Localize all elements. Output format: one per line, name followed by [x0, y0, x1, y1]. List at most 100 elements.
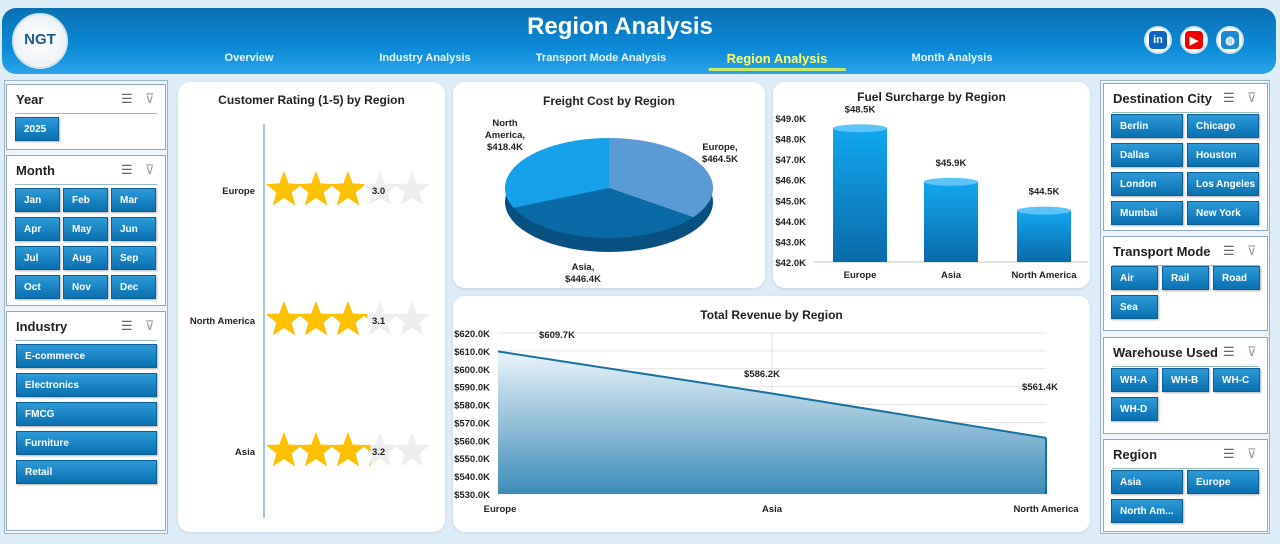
slicer-region: Region ☰ ⊽ Asia Europe North Am... [1103, 439, 1268, 532]
slicer-item[interactable]: Mumbai [1111, 201, 1183, 225]
slicer-item[interactable]: 2025 [15, 117, 59, 141]
star-filled [361, 184, 364, 186]
clear-filter-icon[interactable]: ⊽ [1247, 446, 1257, 461]
divider [15, 184, 157, 185]
y-tick-label: $570.0K [454, 418, 490, 429]
y-tick-label: $49.0K [775, 114, 806, 125]
tab-transport-mode-analysis[interactable]: Transport Mode Analysis [535, 52, 667, 64]
star-filled [297, 171, 335, 206]
slicer-item[interactable]: WH-D [1111, 397, 1158, 421]
slicer-item[interactable]: May [63, 217, 108, 241]
slicer-item[interactable]: Road [1213, 266, 1260, 290]
divider [1112, 112, 1259, 113]
y-tick-label: $48.0K [775, 135, 806, 146]
tab-overview[interactable]: Overview [224, 52, 274, 64]
slicer-item[interactable]: Oct [15, 275, 60, 299]
slicer-title: Transport Mode [1113, 244, 1211, 259]
youtube-button[interactable]: ▶ [1180, 26, 1208, 54]
slicer-destination-city: Destination City ☰ ⊽ Berlin Chicago Dallas Hou… [1103, 83, 1268, 231]
clear-filter-icon[interactable]: ⊽ [1247, 243, 1257, 258]
tab-month-analysis[interactable]: Month Analysis [911, 52, 993, 64]
slicer-item[interactable]: Europe [1187, 470, 1259, 494]
slicer-title: Region [1113, 447, 1158, 462]
tab-region-analysis[interactable]: Region Analysis [708, 51, 846, 71]
clear-filter-icon[interactable]: ⊽ [145, 91, 155, 106]
star-empty [393, 171, 431, 206]
slicer-item[interactable]: Rail [1162, 266, 1209, 290]
slicer-item[interactable]: Air [1111, 266, 1158, 290]
category-label: Asia [235, 447, 256, 458]
multi-select-icon[interactable]: ☰ [1223, 344, 1235, 359]
slicer-item[interactable]: New York [1187, 201, 1259, 225]
slicer-item[interactable]: Furniture [16, 431, 157, 455]
slicer-item[interactable]: WH-C [1213, 368, 1260, 392]
slicer-item[interactable]: WH-B [1162, 368, 1209, 392]
slicer-item[interactable]: Sep [111, 246, 156, 270]
y-tick-label: $44.0K [775, 217, 806, 228]
globe-button[interactable]: ◍ [1216, 26, 1244, 54]
bar [924, 181, 978, 262]
slicer-item[interactable]: North Am... [1111, 499, 1183, 523]
x-tick-label: Asia [941, 270, 962, 281]
chart-title: Total Revenue by Region [700, 308, 843, 322]
slicer-item[interactable]: Retail [16, 460, 157, 484]
multi-select-icon[interactable]: ☰ [121, 91, 133, 106]
linkedin-button[interactable]: in [1144, 26, 1172, 54]
multi-select-icon[interactable]: ☰ [121, 318, 133, 333]
y-tick-label: $560.0K [454, 436, 490, 447]
slicer-industry: Industry ☰ ⊽ E-commerce Electronics FMCG Furni… [6, 311, 166, 531]
slicer-item[interactable]: Dec [111, 275, 156, 299]
slicer-item[interactable]: Feb [63, 188, 108, 212]
multi-select-icon[interactable]: ☰ [1223, 90, 1235, 105]
y-tick-label: $43.0K [775, 237, 806, 248]
y-tick-label: $46.0K [775, 176, 806, 187]
y-tick-label: $600.0K [454, 365, 490, 376]
slicer-item[interactable]: Los Angeles [1187, 172, 1259, 196]
tab-industry-analysis[interactable]: Industry Analysis [379, 52, 471, 64]
star-filled [265, 432, 303, 467]
chart-title: Customer Rating (1-5) by Region [218, 93, 405, 107]
star-filled [329, 432, 367, 467]
slicer-item[interactable]: Jun [111, 217, 156, 241]
slicer-title: Warehouse Used [1113, 345, 1218, 360]
multi-select-icon[interactable]: ☰ [1223, 446, 1235, 461]
multi-select-icon[interactable]: ☰ [121, 162, 133, 177]
slicer-item[interactable]: Dallas [1111, 143, 1183, 167]
slicer-item[interactable]: Jul [15, 246, 60, 270]
slice-label: America, [485, 130, 525, 141]
slicer-item[interactable]: Houston [1187, 143, 1259, 167]
slicer-item[interactable]: WH-A [1111, 368, 1158, 392]
slicer-item[interactable]: Nov [63, 275, 108, 299]
slicer-item[interactable]: Berlin [1111, 114, 1183, 138]
header-banner [2, 8, 1276, 74]
divider [1112, 265, 1259, 266]
y-tick-label: $530.0K [454, 490, 490, 501]
slicer-item[interactable]: Chicago [1187, 114, 1259, 138]
star-filled [265, 301, 303, 336]
multi-select-icon[interactable]: ☰ [1223, 243, 1235, 258]
slicer-item[interactable]: Apr [15, 217, 60, 241]
slicer-item[interactable]: FMCG [16, 402, 157, 426]
divider [1112, 366, 1259, 367]
slicer-item[interactable]: Aug [63, 246, 108, 270]
slice-label: Europe, [702, 142, 737, 153]
slicer-item[interactable]: E-commerce [16, 344, 157, 368]
slicer-transport-mode: Transport Mode ☰ ⊽ Air Rail Road Sea [1103, 236, 1268, 331]
y-tick-label: $540.0K [454, 472, 490, 483]
slicer-item[interactable]: Electronics [16, 373, 157, 397]
data-label: $45.9K [936, 158, 967, 169]
data-label: $609.7K [539, 330, 575, 341]
clear-filter-icon[interactable]: ⊽ [145, 318, 155, 333]
slicer-item[interactable]: London [1111, 172, 1183, 196]
bar-top [1017, 206, 1071, 215]
star-empty [393, 301, 431, 336]
slicer-item[interactable]: Asia [1111, 470, 1183, 494]
data-label: 3.2 [372, 447, 385, 458]
clear-filter-icon[interactable]: ⊽ [145, 162, 155, 177]
clear-filter-icon[interactable]: ⊽ [1247, 344, 1257, 359]
slicer-item[interactable]: Mar [111, 188, 156, 212]
slicer-item[interactable]: Jan [15, 188, 60, 212]
slicer-item[interactable]: Sea [1111, 295, 1158, 319]
pie-slice [513, 188, 694, 239]
clear-filter-icon[interactable]: ⊽ [1247, 90, 1257, 105]
